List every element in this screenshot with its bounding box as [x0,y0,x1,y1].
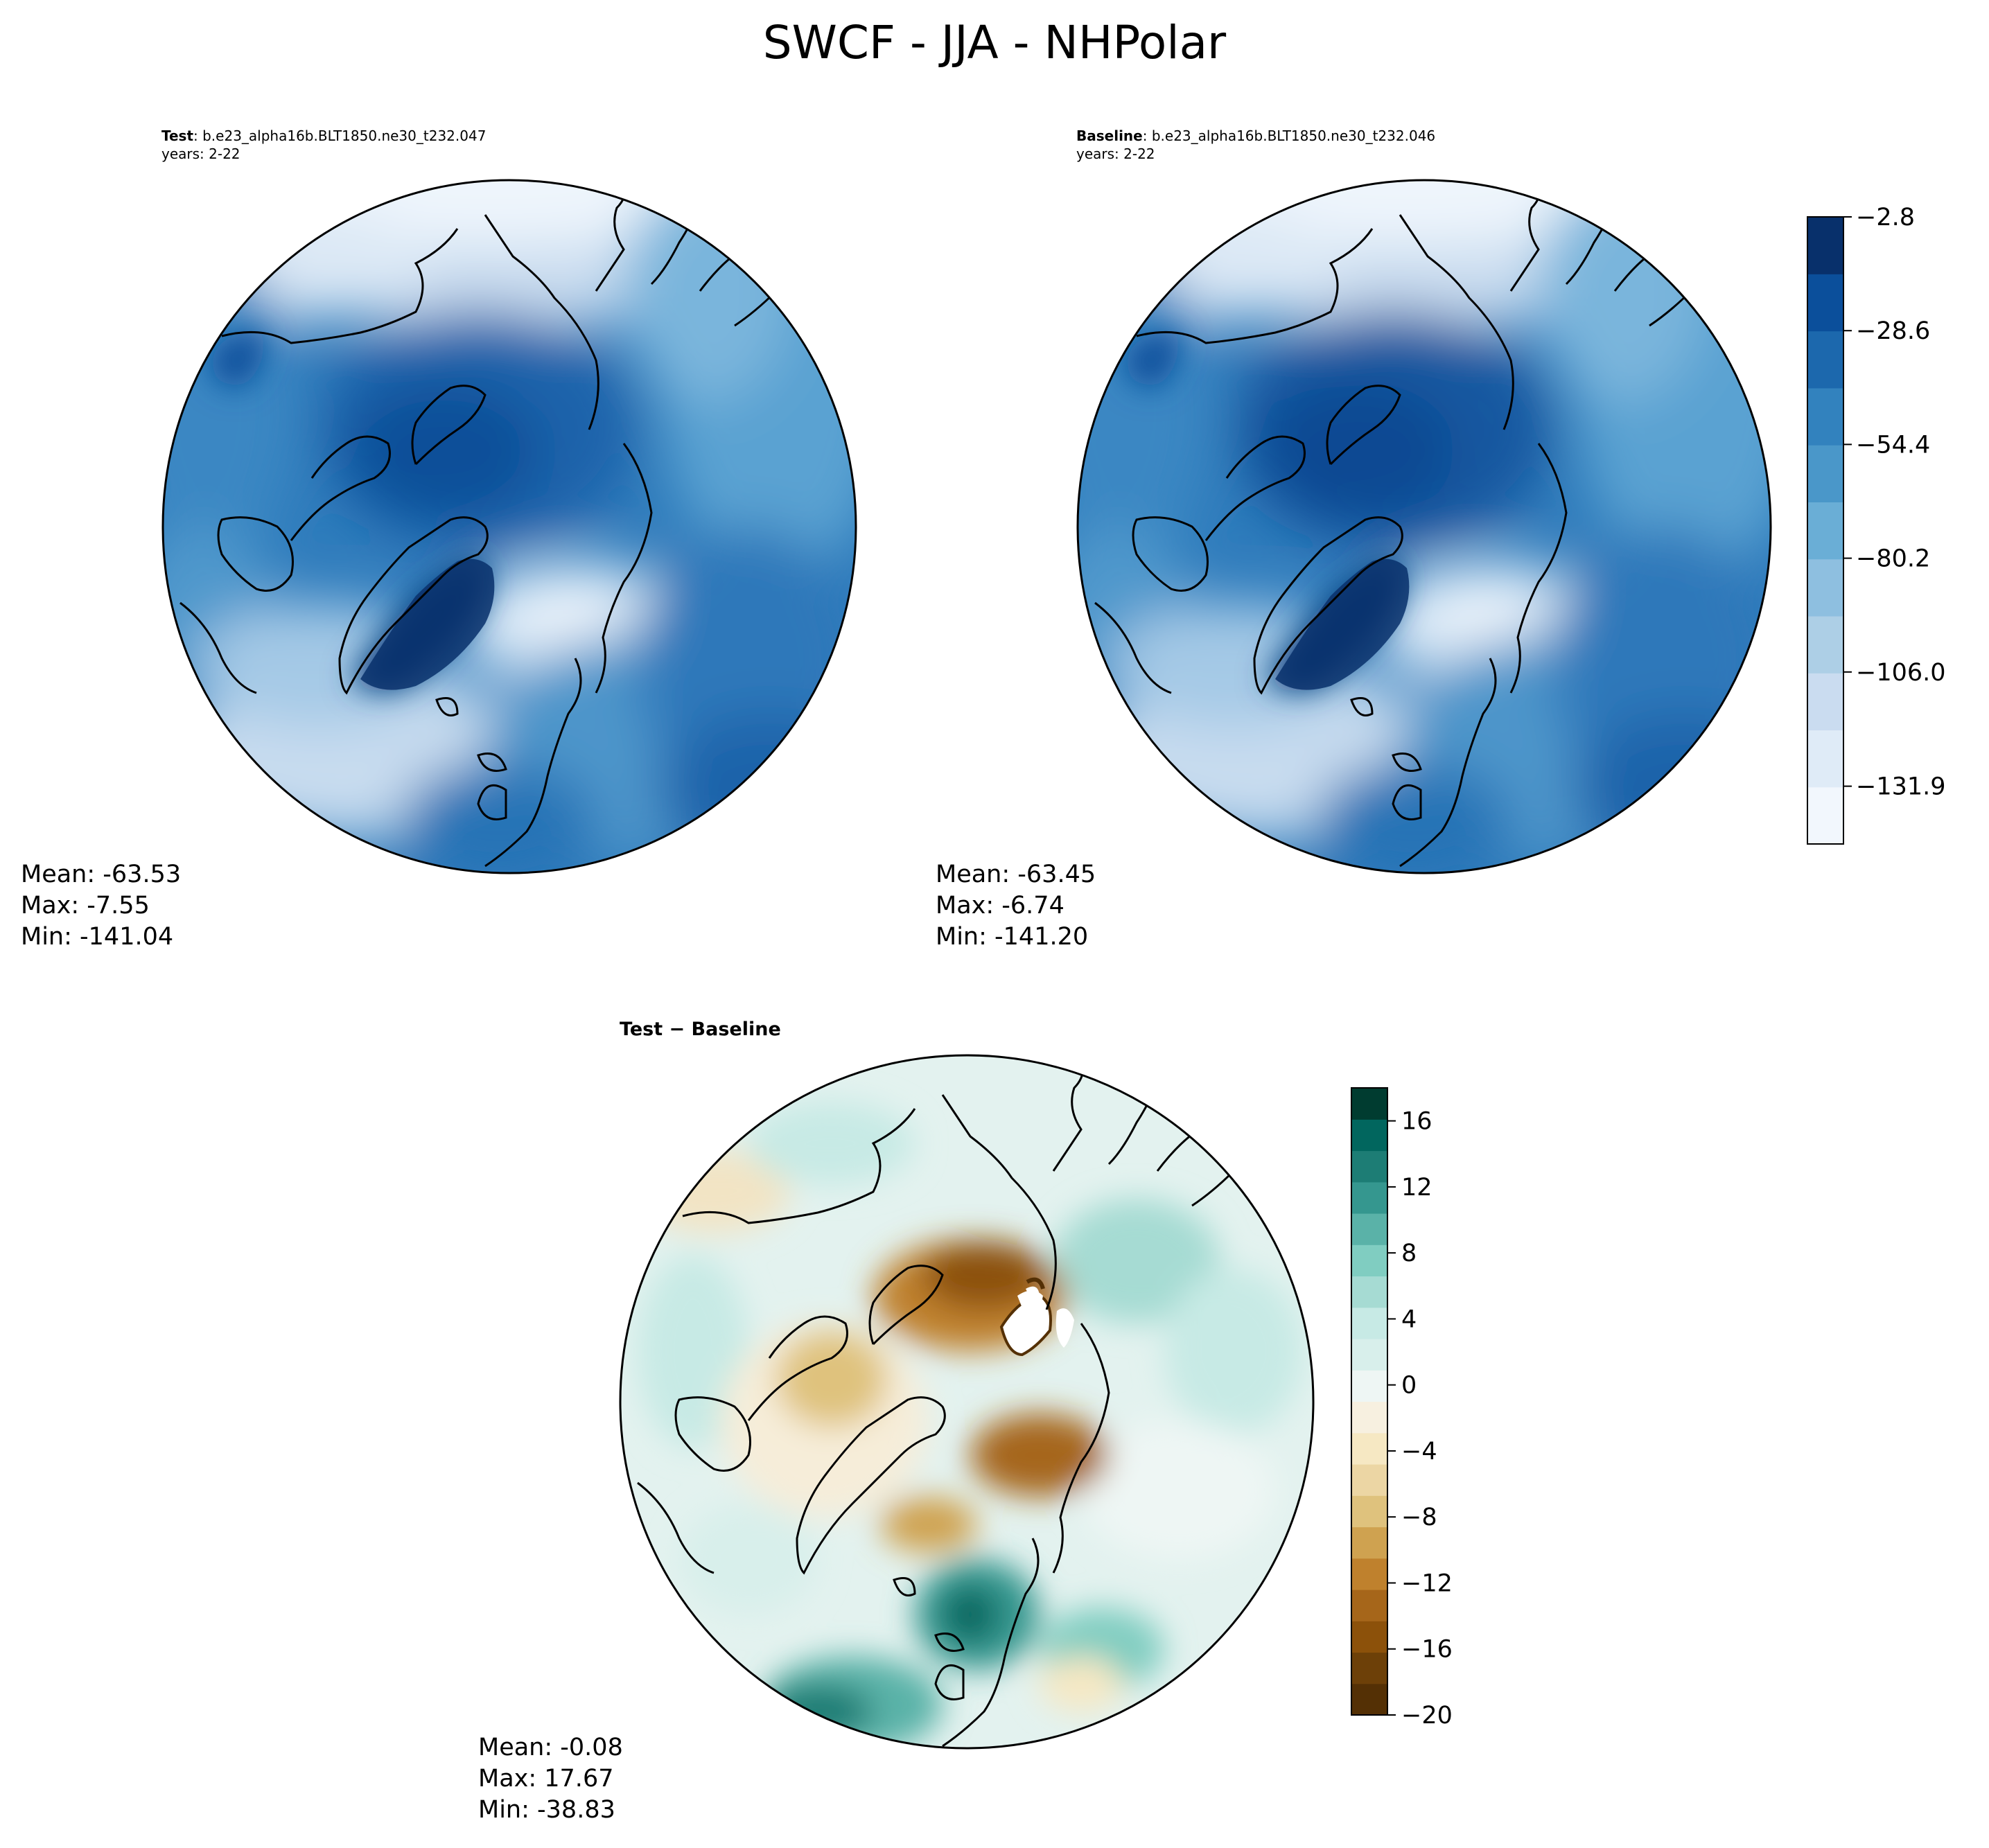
difference-colorbar-swatch [1351,1464,1387,1496]
difference-colorbar-tick-label: −16 [1401,1636,1453,1664]
difference-colorbar-swatch [1351,1526,1387,1559]
difference-colorbar-swatch [1351,1088,1387,1120]
difference-colorbar-swatch [1351,1590,1387,1621]
difference-colorbar-swatch [1351,1339,1387,1371]
baseline-min: Min: -141.20 [936,923,1089,951]
baseline-panel-title: Baseline: b.e23_alpha16b.BLT1850.ne30_t2… [1076,127,1435,145]
test-stats: Mean: -63.53 Max: -7.55 Min: -141.04 [21,859,181,953]
baseline-map [1078,180,1771,873]
test-map-boundary [161,179,857,874]
difference-colorbar-swatch [1351,1683,1387,1716]
difference-colorbar-tick-label: 0 [1401,1372,1417,1400]
difference-colorbar-swatch [1351,1652,1387,1684]
difference-colorbar-swatch [1351,1370,1387,1402]
test-title-bold: Test [161,127,194,144]
baseline-panel-subtitle: years: 2-22 [1076,146,1155,162]
difference-colorbar-swatch [1351,1244,1387,1277]
baseline-max: Max: -6.74 [936,892,1064,919]
main-colorbar-swatch [1807,730,1843,788]
difference-colorbar-swatch [1351,1621,1387,1653]
difference-colorbar: 16 12 8 4 0 −4 −8 −12 −16 −20 [1351,1087,1453,1730]
difference-colorbar-tick-label: −20 [1401,1702,1453,1730]
test-max: Max: -7.55 [21,892,150,919]
baseline-title-rest: : b.e23_alpha16b.BLT1850.ne30_t232.046 [1142,127,1436,144]
main-colorbar-tick-label: −54.4 [1856,431,1930,459]
main-colorbar-swatch [1807,673,1843,731]
main-colorbar-tick-label: −106.0 [1856,659,1946,687]
difference-colorbar-tick-label: −12 [1401,1569,1453,1597]
difference-stats: Mean: -0.08 Max: 17.67 Min: -38.83 [478,1732,623,1826]
main-colorbar-swatch [1807,445,1843,502]
difference-colorbar-tick-label: 4 [1401,1305,1417,1333]
difference-colorbar-frame [1351,1087,1388,1716]
difference-colorbar-tick-label: 16 [1401,1108,1432,1136]
baseline-coastlines [1094,180,1722,868]
main-colorbar-swatch [1807,615,1843,674]
baseline-stats: Mean: -63.45 Max: -6.74 Min: -141.20 [936,859,1096,953]
main-colorbar: −2.8 −28.6 −54.4 −80.2 −106.0 −131.9 [1807,204,1946,845]
difference-max: Max: 17.67 [478,1765,614,1793]
baseline-map-boundary [1076,179,1772,874]
main-colorbar-swatch [1807,502,1843,560]
test-panel-title: Test: b.e23_alpha16b.BLT1850.ne30_t232.0… [161,127,486,145]
baseline-mean: Mean: -63.45 [936,861,1096,888]
difference-colorbar-swatch [1351,1181,1387,1214]
figure-title: SWCF - JJA - NHPolar [762,16,1227,69]
main-colorbar-swatch [1807,331,1843,389]
difference-colorbar-swatch [1351,1558,1387,1590]
difference-colorbar-swatch [1351,1495,1387,1528]
main-colorbar-swatch [1807,274,1843,332]
difference-min: Min: -38.83 [478,1796,615,1824]
test-min: Min: -141.04 [21,923,174,951]
difference-colorbar-tick-label: 12 [1401,1174,1432,1202]
main-colorbar-swatch [1807,387,1843,446]
test-field [163,180,856,873]
baseline-field [1078,180,1771,873]
test-mean: Mean: -63.53 [21,861,182,888]
main-colorbar-frame [1807,216,1844,845]
difference-colorbar-tick-label: 8 [1401,1240,1417,1267]
difference-colorbar-swatch [1351,1276,1387,1308]
main-colorbar-swatch [1807,786,1843,845]
difference-mean: Mean: -0.08 [478,1734,623,1761]
baseline-title-bold: Baseline [1076,127,1143,144]
main-colorbar-tick-label: −28.6 [1856,317,1930,345]
difference-colorbar-swatch [1351,1307,1387,1339]
test-panel-subtitle: years: 2-22 [161,146,240,162]
difference-panel-title: Test − Baseline [620,1019,781,1040]
difference-colorbar-tick-label: −8 [1401,1504,1437,1531]
test-map [163,180,856,873]
main-colorbar-swatch [1807,217,1843,274]
difference-colorbar-swatch [1351,1432,1387,1465]
main-colorbar-tick-label: −2.8 [1856,204,1915,231]
difference-coastlines [637,1055,1265,1748]
difference-map-boundary [619,1054,1315,1750]
difference-colorbar-swatch [1351,1150,1387,1183]
difference-colorbar-swatch [1351,1213,1387,1245]
test-title-rest: : b.e23_alpha16b.BLT1850.ne30_t232.047 [193,127,487,144]
difference-colorbar-swatch [1351,1119,1387,1152]
main-colorbar-tick-label: −131.9 [1856,773,1946,801]
difference-colorbar-tick-label: −4 [1401,1438,1437,1466]
main-colorbar-swatch [1807,558,1843,617]
difference-colorbar-swatch [1351,1401,1387,1434]
main-colorbar-tick-label: −80.2 [1856,545,1930,573]
